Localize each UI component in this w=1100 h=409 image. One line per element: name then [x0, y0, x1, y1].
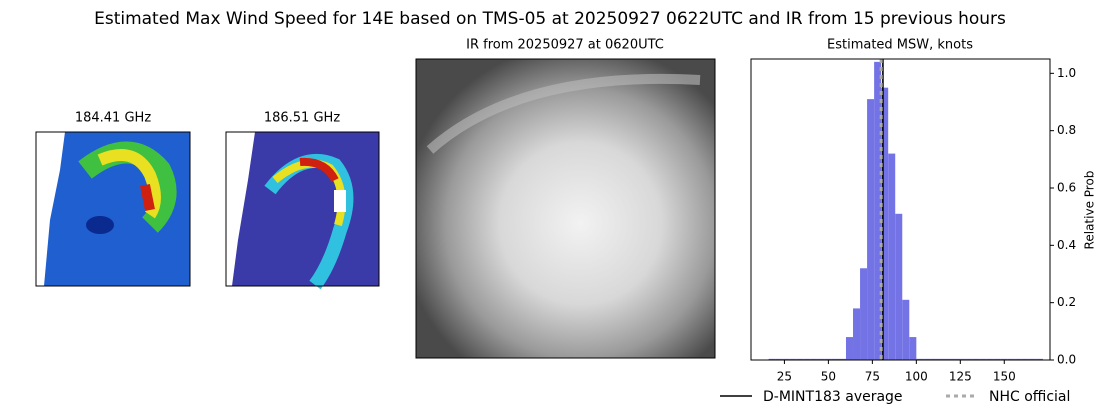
chart-title: Estimated MSW, knots	[827, 38, 973, 53]
bar	[874, 61, 882, 360]
bar	[768, 358, 776, 360]
y-tick-label: 1.0	[1057, 66, 1076, 80]
bar	[1014, 358, 1022, 360]
bar	[803, 358, 811, 360]
bar	[895, 213, 903, 360]
y-tick-label: 0.4	[1057, 238, 1076, 252]
microwave-image	[36, 132, 190, 286]
bar	[782, 358, 790, 360]
x-tick-label: 100	[905, 370, 928, 384]
microwave-image	[226, 132, 379, 290]
bar	[817, 358, 825, 360]
bar	[979, 358, 987, 360]
panel-title: 186.51 GHz	[264, 111, 340, 126]
bar	[1000, 358, 1008, 360]
panel-title: IR from 20250927 at 0620UTC	[466, 38, 664, 53]
legend-label: D-MINT183 average	[763, 389, 903, 405]
bar	[838, 358, 846, 360]
panel-title: 184.41 GHz	[75, 111, 151, 126]
bar	[824, 358, 832, 360]
y-axis-label: Relative Prob	[1083, 171, 1097, 250]
bar	[916, 358, 924, 360]
bar	[937, 358, 945, 360]
panel-frame	[225, 131, 380, 287]
bar	[902, 299, 910, 360]
legend-label: NHC official	[989, 389, 1070, 405]
bar	[853, 308, 861, 360]
axes-frame	[750, 58, 1051, 361]
y-tick-label: 0.0	[1057, 353, 1076, 367]
y-tick-label: 0.8	[1057, 123, 1076, 137]
panel-frame	[35, 131, 191, 287]
bar	[951, 358, 959, 360]
bar	[909, 337, 917, 360]
bar	[965, 358, 973, 360]
y-tick-label: 0.2	[1057, 295, 1076, 309]
bar	[888, 153, 896, 360]
bar	[775, 358, 783, 360]
x-tick-label: 75	[865, 370, 880, 384]
bar	[1007, 358, 1015, 360]
bar	[923, 358, 931, 360]
bar	[845, 337, 854, 360]
panel-frame	[415, 58, 716, 359]
bar	[881, 87, 889, 361]
bar	[986, 358, 994, 360]
bar	[831, 358, 839, 360]
bar	[867, 99, 875, 360]
bar	[1035, 358, 1043, 360]
bar	[1021, 358, 1029, 360]
bar	[860, 268, 868, 360]
histogram: 0.0 0.2 0.4 0.6 0.8 1.0 25 50 75 100 125 150	[768, 59, 1076, 384]
x-tick-label: 50	[821, 370, 836, 384]
x-tick-label: 125	[949, 370, 972, 384]
bar	[810, 358, 818, 360]
bar	[930, 358, 938, 360]
bar	[789, 358, 797, 360]
ir-image	[416, 59, 715, 358]
bar	[796, 358, 804, 360]
y-tick-label: 0.6	[1057, 181, 1076, 195]
bar	[993, 358, 1001, 360]
x-tick-label: 25	[777, 370, 792, 384]
bar	[972, 358, 980, 360]
bar	[958, 358, 966, 360]
bar	[1028, 358, 1036, 360]
figure-title: Estimated Max Wind Speed for 14E based o…	[94, 9, 1006, 29]
bar	[944, 358, 952, 360]
x-tick-label: 150	[993, 370, 1016, 384]
legend: D-MINT183 average NHC official	[720, 389, 1070, 405]
